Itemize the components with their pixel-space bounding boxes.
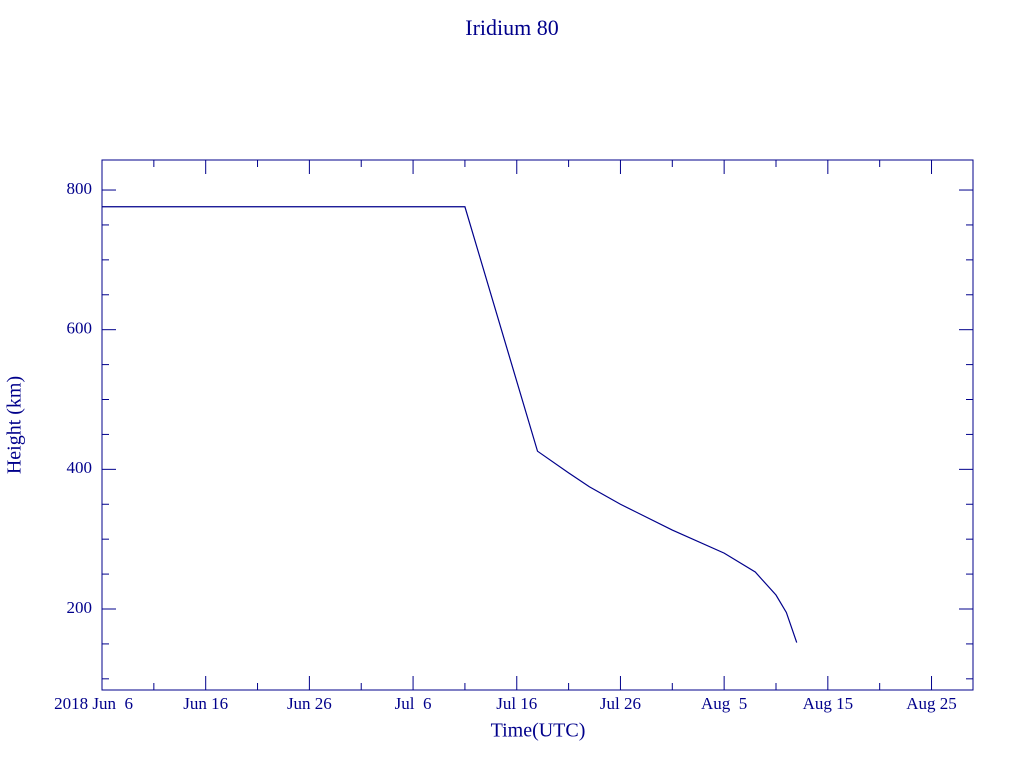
plot-frame: [101, 159, 974, 691]
x-tick-label: Aug 5: [701, 694, 747, 713]
y-tick-label: 400: [67, 458, 93, 477]
data-line: [102, 206, 798, 643]
x-tick-label: Jun 16: [183, 694, 228, 713]
y-tick-label: 800: [67, 179, 93, 198]
x-tick-label: Aug 15: [803, 694, 854, 713]
y-axis-label: Height (km): [4, 376, 26, 474]
x-tick-label: Aug 25: [906, 694, 957, 713]
chart-title: Iridium 80: [465, 15, 559, 40]
x-tick-label: Jul 26: [600, 694, 641, 713]
x-axis-label: Time(UTC): [491, 720, 586, 742]
y-tick-label: 600: [67, 319, 93, 338]
x-tick-label: Jun 26: [287, 694, 332, 713]
x-tick-label: Jul 16: [496, 694, 537, 713]
x-tick-label: Jul 6: [395, 694, 432, 713]
y-tick-label: 200: [67, 598, 93, 617]
x-tick-label: 2018 Jun 6: [54, 694, 133, 713]
